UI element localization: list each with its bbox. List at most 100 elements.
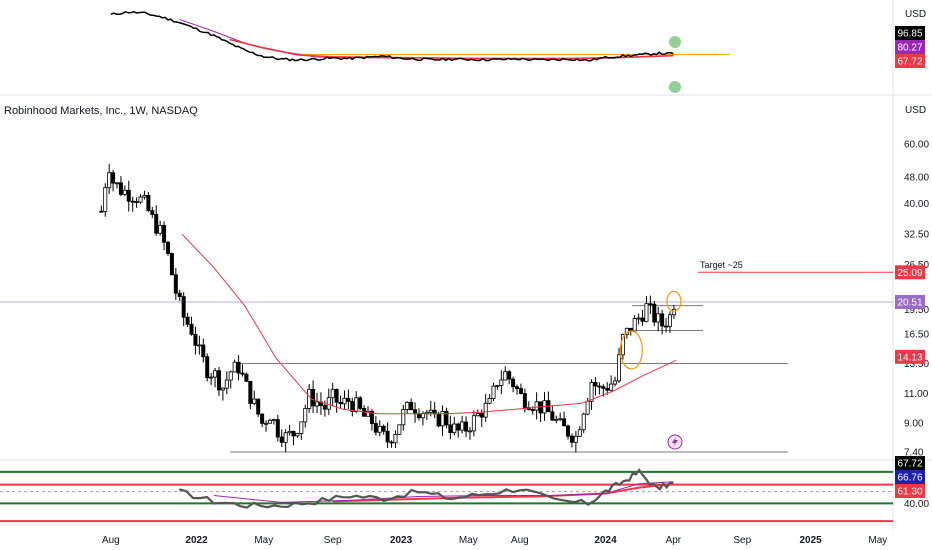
- candle-body: [381, 425, 386, 432]
- time-tick-label: Sep: [733, 535, 751, 546]
- candle-body: [656, 313, 661, 323]
- candle-body: [334, 388, 339, 403]
- rs-line: [110, 10, 674, 62]
- candle-body: [640, 317, 645, 322]
- candle-body: [475, 412, 480, 417]
- candle-body: [667, 314, 672, 327]
- candle-body: [452, 423, 457, 434]
- candle-body: [303, 408, 308, 423]
- candle-body: [267, 419, 272, 424]
- price-tick-label: 11.00: [904, 389, 929, 400]
- candle-body: [142, 194, 147, 198]
- price-tick-label: 9.00: [904, 419, 924, 430]
- candle-body: [240, 372, 245, 375]
- candle-body: [373, 423, 378, 433]
- price-tick-label: 48.00: [904, 172, 929, 183]
- candle-body: [342, 397, 347, 405]
- candle-body: [530, 409, 535, 411]
- rs-tag-label: 80.27: [897, 43, 922, 54]
- candle-body: [122, 189, 127, 195]
- candle-body: [311, 388, 316, 407]
- candle-body: [471, 415, 476, 432]
- rsi-panel[interactable]: 40.00 67.72 66.76 61.30: [0, 456, 929, 523]
- candle-body: [338, 401, 343, 405]
- price-tag-label: 14.13: [897, 352, 922, 363]
- candle-body: [350, 401, 355, 412]
- rs-tag-label: 67.72: [897, 57, 922, 68]
- price-tag-label: 25.09: [897, 268, 922, 279]
- candle-body: [436, 413, 441, 427]
- candle-body: [558, 418, 563, 421]
- candle-body: [271, 419, 276, 422]
- candle-body: [244, 373, 249, 382]
- candle-body: [232, 361, 237, 373]
- candle-body: [366, 410, 371, 417]
- candle-body: [413, 409, 418, 415]
- candle-body: [228, 371, 233, 381]
- candle-body: [130, 200, 135, 203]
- candle-body: [534, 401, 539, 411]
- main-currency-label: USD: [905, 105, 926, 116]
- candle-body: [358, 397, 363, 409]
- moving-average-line: [181, 233, 677, 415]
- price-tick-label: 7.40: [904, 448, 924, 459]
- price-panel[interactable]: 60.00 48.00 40.00 32.50 26.50 19.50 16.50 13.50…: [0, 140, 929, 459]
- candle-body: [487, 398, 492, 404]
- candle-body: [173, 274, 178, 294]
- candle-body: [483, 402, 488, 418]
- candle-body: [416, 413, 421, 419]
- candle-body: [260, 413, 265, 424]
- candle-body: [377, 425, 382, 433]
- candle-body: [99, 210, 104, 213]
- time-tick-label: 2022: [185, 535, 208, 546]
- relative-strength-panel[interactable]: 96.85 80.27 67.72: [110, 10, 925, 93]
- candle-body: [252, 398, 257, 404]
- candle-body: [216, 370, 221, 391]
- candle-body: [573, 435, 578, 443]
- rsi-tag-bg: [895, 470, 925, 484]
- candle-body: [220, 387, 225, 391]
- candle-body: [577, 429, 582, 437]
- candle-body: [440, 410, 445, 427]
- time-tick-label: May: [459, 535, 478, 546]
- candle-body: [138, 196, 143, 203]
- rs-tag-bg: [895, 54, 925, 68]
- candle-body: [283, 432, 288, 443]
- candle-body: [181, 296, 186, 318]
- candle-body: [456, 423, 461, 431]
- candle-body: [444, 410, 449, 426]
- candle-body: [213, 370, 218, 378]
- candle-body: [585, 400, 590, 415]
- candle-body: [507, 371, 512, 380]
- candle-body: [401, 409, 406, 426]
- candle-body: [515, 386, 520, 390]
- rsi-ma-purple: [213, 481, 674, 503]
- price-tick-label: 19.50: [904, 305, 929, 316]
- price-tick-label: 32.50: [904, 230, 929, 241]
- rsi-tag-label: 67.72: [897, 459, 922, 470]
- top-currency-label: USD: [905, 9, 926, 20]
- candle-body: [322, 405, 327, 410]
- candle-body: [518, 388, 523, 394]
- candle-body: [389, 441, 394, 444]
- candle-body: [295, 433, 300, 437]
- candle-body: [448, 424, 453, 434]
- candle-body: [177, 292, 182, 297]
- rsi-tag-bg: [895, 456, 925, 470]
- price-tick-label: 16.50: [904, 329, 929, 340]
- candle-body: [652, 303, 657, 323]
- candle-body: [107, 172, 112, 189]
- candle-body: [397, 424, 402, 435]
- time-axis[interactable]: Aug 2022 May Sep 2023 May Aug 2024 Apr Sep 2025 May: [102, 535, 887, 546]
- candle-body: [354, 397, 359, 412]
- candle-body: [185, 316, 190, 325]
- candle-body: [103, 187, 108, 212]
- candle-body: [154, 214, 159, 234]
- candle-body: [279, 436, 284, 443]
- candle-body: [307, 388, 312, 409]
- candle-body: [146, 194, 151, 211]
- candle-body: [315, 401, 320, 407]
- price-tag-bg: [895, 265, 925, 280]
- highlight-circle: [619, 330, 643, 370]
